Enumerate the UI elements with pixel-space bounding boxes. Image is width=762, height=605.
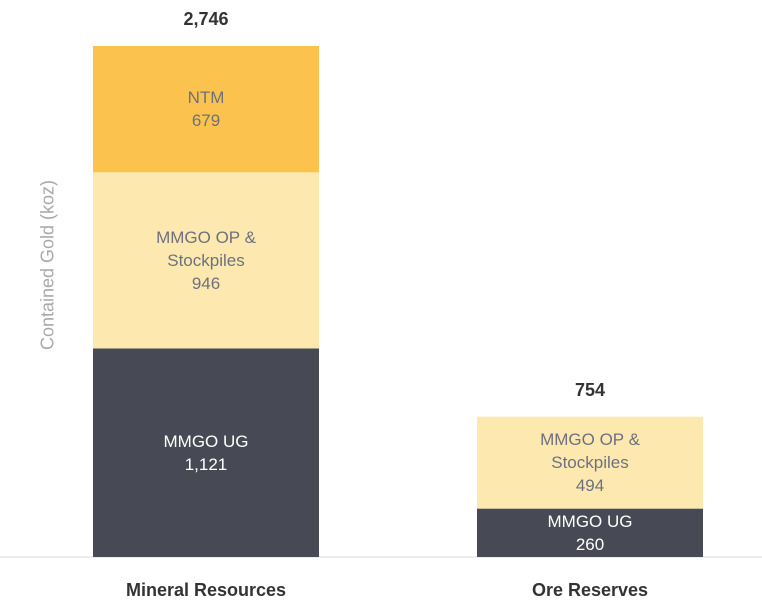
segment-name: MMGO UG: [163, 431, 249, 451]
segment-label: MMGO UG 1,121: [93, 348, 319, 557]
segment-label: NTM 679: [93, 46, 319, 172]
x-tick-label: Ore Reserves: [531, 580, 649, 600]
total-label: 2,746: [183, 9, 229, 29]
y-axis-label: Contained Gold (koz): [37, 179, 58, 351]
segment-name: MMGO OP & Stockpiles: [156, 227, 256, 270]
segment-label: MMGO OP & Stockpiles 494: [477, 417, 703, 509]
x-tick-label: Mineral Resources: [125, 580, 287, 600]
segment-value: 679: [191, 111, 221, 131]
bar-segment: [93, 46, 319, 173]
segment-name: MMGO UG: [547, 511, 633, 531]
segment-value: 946: [191, 273, 221, 293]
bar-segment: [93, 348, 319, 557]
segment-value: 1,121: [184, 454, 228, 474]
bar-segment: [93, 172, 319, 349]
bar-segment: [477, 416, 703, 509]
total-label: 754: [574, 379, 606, 400]
segment-name: NTM: [187, 88, 225, 108]
bar-segment: [477, 508, 703, 557]
segment-value: 494: [575, 476, 605, 496]
segment-value: 260: [575, 534, 605, 554]
segment-label: MMGO OP & Stockpiles 946: [93, 172, 319, 348]
segment-name: MMGO OP & Stockpiles: [540, 430, 640, 473]
segment-label: MMGO UG 260: [477, 509, 703, 557]
